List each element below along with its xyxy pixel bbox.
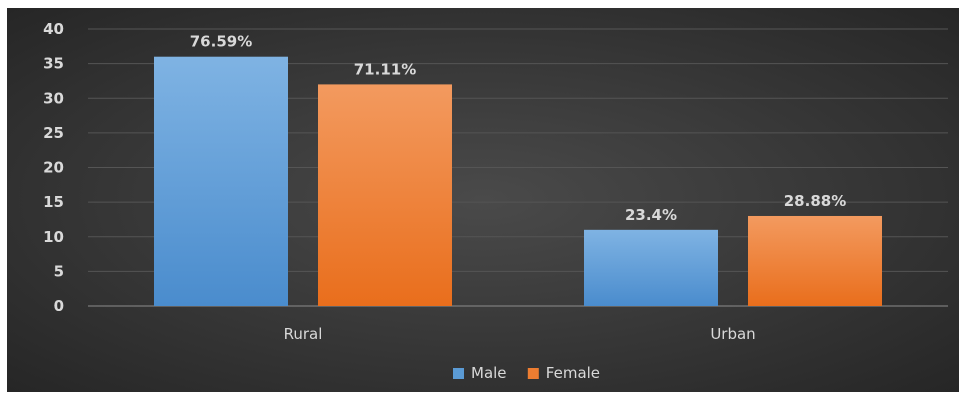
x-axis: Rural Urban xyxy=(284,325,756,343)
y-axis: 0 5 10 15 20 25 30 35 40 xyxy=(43,20,64,315)
data-labels: 76.59% 71.11% 23.4% 28.88% xyxy=(190,33,846,224)
legend-swatch-male xyxy=(453,368,464,379)
y-tick-label: 15 xyxy=(43,193,64,211)
legend-swatch-female xyxy=(527,368,539,379)
data-label: 23.4% xyxy=(625,206,677,224)
legend-label-female: Female xyxy=(546,364,600,382)
bar-male-urban xyxy=(584,229,718,306)
data-label: 28.88% xyxy=(784,192,846,210)
x-tick-label: Urban xyxy=(710,325,755,343)
legend-label-male: Male xyxy=(471,364,507,382)
y-tick-label: 40 xyxy=(43,20,64,38)
bar-female-urban xyxy=(748,215,882,306)
bar-male-rural xyxy=(154,56,288,307)
x-tick-label: Rural xyxy=(284,325,323,343)
bars xyxy=(154,56,882,307)
legend: Male Female xyxy=(453,364,600,382)
y-tick-label: 30 xyxy=(43,89,64,107)
bar-female-rural xyxy=(318,84,452,307)
y-tick-label: 0 xyxy=(54,297,64,315)
y-tick-label: 10 xyxy=(43,228,64,246)
y-tick-label: 25 xyxy=(43,124,64,142)
y-tick-label: 5 xyxy=(54,262,64,280)
data-label: 71.11% xyxy=(354,60,416,78)
data-label: 76.59% xyxy=(190,33,252,51)
y-tick-label: 20 xyxy=(43,159,64,177)
y-tick-label: 35 xyxy=(43,55,64,73)
